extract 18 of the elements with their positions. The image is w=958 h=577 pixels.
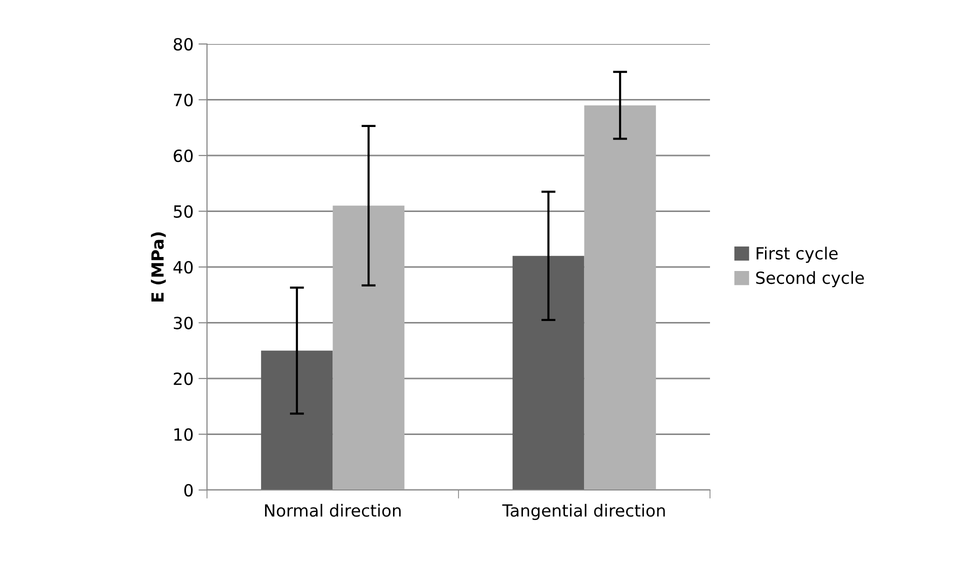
y-tick-label: 60	[174, 149, 193, 162]
legend-label: Second cycle	[756, 271, 864, 288]
legend-label: First cycle	[756, 246, 838, 263]
y-tick-label: 20	[174, 372, 193, 386]
y-axis-title: E (MPa)	[150, 232, 166, 302]
y-tick-label: 80	[174, 38, 193, 51]
y-tick-label: 0	[184, 484, 193, 497]
bar	[584, 105, 656, 490]
y-tick-label: 30	[174, 316, 193, 330]
bar	[332, 206, 404, 490]
bar	[261, 350, 333, 490]
x-tick-label: Normal direction	[265, 504, 401, 517]
y-tick-label: 70	[174, 94, 193, 106]
y-tick-label: 40	[173, 260, 193, 274]
y-tick-label: 10	[174, 428, 193, 441]
bar	[512, 256, 584, 490]
y-tick-label: 50	[174, 205, 193, 218]
x-tick-label: Tangential direction	[502, 504, 665, 520]
